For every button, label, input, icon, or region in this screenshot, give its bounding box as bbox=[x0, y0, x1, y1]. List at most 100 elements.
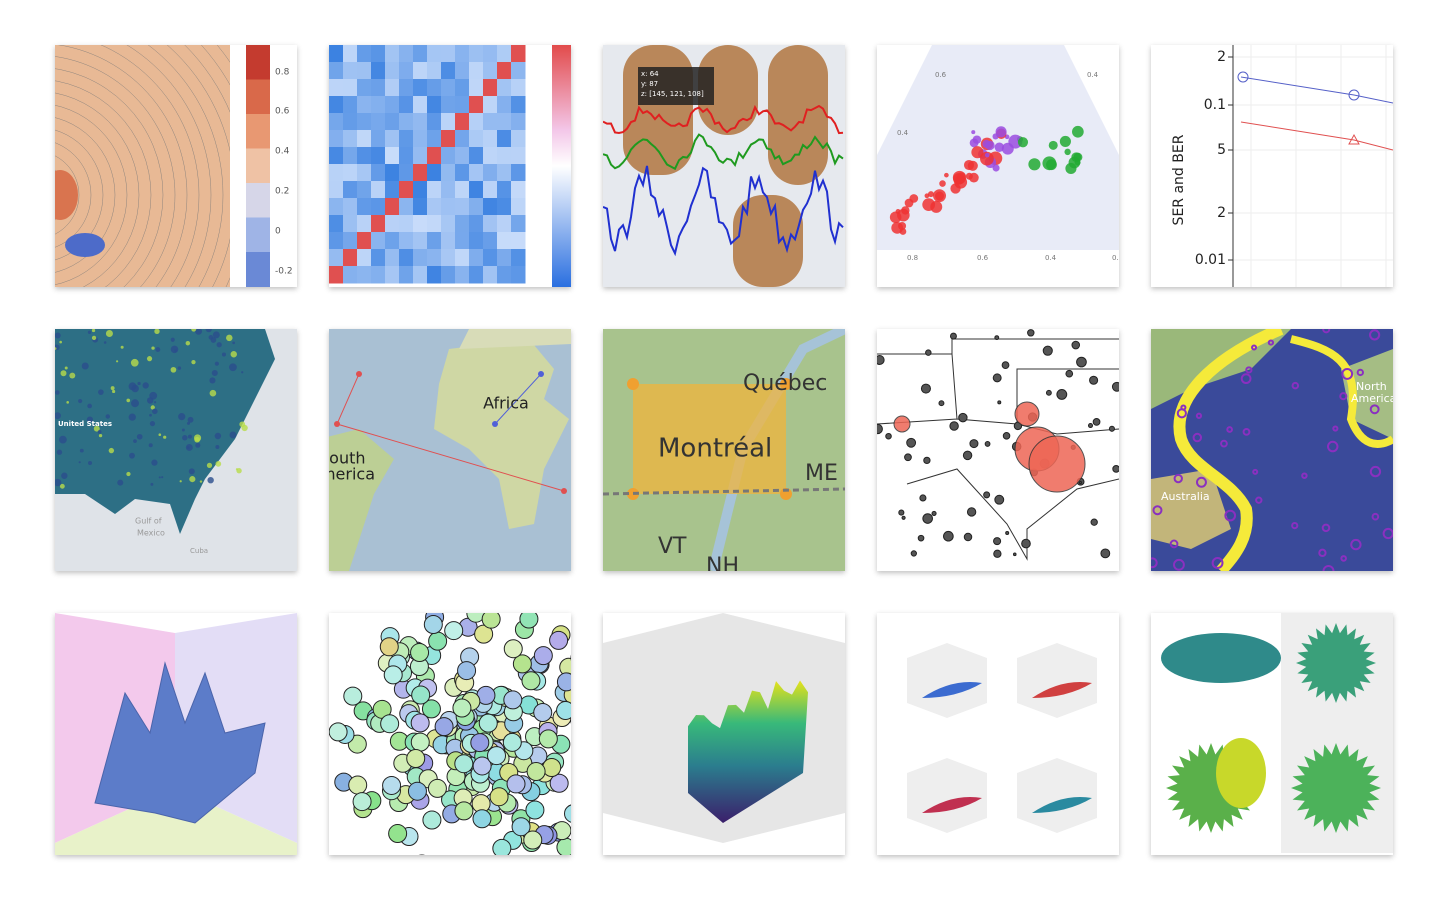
spherical-tile[interactable] bbox=[1151, 613, 1393, 855]
scatter3d-tile[interactable] bbox=[329, 613, 571, 855]
heatmap-cell bbox=[413, 266, 428, 284]
density-dot bbox=[170, 345, 179, 354]
heatmap-cell bbox=[329, 147, 344, 165]
ternary-tick-label: 0.6 bbox=[935, 71, 947, 79]
heatmap-cell bbox=[371, 113, 386, 131]
bubble-map-tile[interactable] bbox=[877, 329, 1119, 571]
heatmap-cell bbox=[357, 164, 372, 182]
heatmap-cell bbox=[483, 79, 498, 97]
y-tick-label: 5 bbox=[1217, 142, 1226, 158]
quake bbox=[1371, 512, 1380, 521]
bubble bbox=[1071, 340, 1081, 350]
heatmap-cell bbox=[427, 130, 442, 148]
density-dot bbox=[110, 386, 115, 391]
density-dot bbox=[55, 478, 62, 487]
density-dot bbox=[185, 340, 191, 346]
sphere-point bbox=[478, 713, 498, 733]
surface-tile[interactable] bbox=[55, 613, 297, 855]
colorbar-tick-label: 0 bbox=[275, 227, 281, 237]
us-map-tile[interactable]: United States Gulf of Mexico Cuba bbox=[55, 329, 297, 571]
y-tick-label: 0.01 bbox=[1195, 252, 1226, 268]
density-dot bbox=[148, 443, 153, 448]
density-dot bbox=[78, 398, 83, 404]
bubble bbox=[994, 494, 1005, 505]
heatmap-cell bbox=[427, 45, 442, 63]
quake bbox=[1291, 521, 1299, 530]
quake bbox=[1369, 465, 1382, 478]
bubble bbox=[994, 335, 1000, 341]
heatmap-cell bbox=[469, 232, 484, 250]
density-dot bbox=[136, 433, 143, 440]
sphere-point bbox=[525, 800, 545, 820]
heatmap-cell bbox=[427, 198, 442, 216]
subplots3d-tile[interactable] bbox=[877, 613, 1119, 855]
heatmap-cell bbox=[385, 249, 400, 267]
heatmap-cell bbox=[399, 147, 414, 165]
quake bbox=[1356, 368, 1364, 377]
heatmap-cell bbox=[497, 147, 512, 165]
heatmap-cell bbox=[371, 45, 386, 63]
density-dot bbox=[154, 329, 160, 334]
heatmap-cell bbox=[511, 130, 526, 148]
series-marker bbox=[1348, 133, 1360, 145]
quake bbox=[1332, 425, 1339, 432]
tooltip-box bbox=[638, 67, 714, 105]
heatmap-cell bbox=[413, 232, 428, 250]
density-dot bbox=[98, 433, 103, 438]
heatmap-cell bbox=[357, 266, 372, 284]
quake bbox=[1369, 404, 1380, 415]
ternary-point bbox=[1042, 156, 1057, 171]
ternary-point bbox=[1048, 140, 1058, 150]
subplot-box bbox=[1017, 758, 1097, 833]
heatmap-cell bbox=[469, 45, 484, 63]
pacific-map-tile[interactable]: North America Australia bbox=[1151, 329, 1393, 571]
heatmap-cell bbox=[371, 181, 386, 199]
ternary-point bbox=[897, 208, 910, 222]
heatmap-cell bbox=[399, 130, 414, 148]
sphere-point bbox=[410, 732, 430, 752]
viridis-surface-tile[interactable] bbox=[603, 613, 845, 855]
ternary-point bbox=[904, 198, 914, 208]
heatmap-cell bbox=[441, 45, 456, 63]
density-dot bbox=[191, 329, 197, 332]
surface bbox=[922, 682, 982, 698]
density-dot bbox=[179, 480, 182, 483]
ternary-point bbox=[971, 130, 976, 135]
heatmap-cell bbox=[385, 215, 400, 233]
density-dot bbox=[215, 445, 220, 450]
heatmap-cell bbox=[469, 130, 484, 148]
region-map-tile[interactable]: Québec Montréal ME VT NH bbox=[603, 329, 845, 571]
density-dot bbox=[120, 345, 124, 349]
heatmap-cell bbox=[371, 164, 386, 182]
heatmap-cell bbox=[357, 45, 372, 63]
ternary-tick-label: 0.4 bbox=[1045, 254, 1057, 262]
bubble bbox=[993, 549, 1002, 558]
series-line bbox=[1240, 76, 1393, 104]
ternary-point bbox=[994, 142, 1005, 152]
bubble bbox=[1108, 425, 1115, 432]
image-trace-tile[interactable]: x: 64 y: 87 z: [145, 121, 108] bbox=[603, 45, 845, 287]
density-dot bbox=[64, 366, 68, 370]
map-label: America bbox=[329, 465, 375, 484]
heatmap-tile[interactable] bbox=[329, 45, 571, 287]
bubble-map bbox=[877, 329, 1119, 571]
heatmap-cell bbox=[357, 96, 372, 114]
colorbar-segment bbox=[246, 79, 270, 115]
density-dot bbox=[133, 439, 137, 443]
world-map-tile[interactable]: Africa SouthAmerica bbox=[329, 329, 571, 571]
log-plot-tile[interactable]: 2 0.1 5 2 0.01 SER and BER bbox=[1151, 45, 1393, 287]
ternary-tile[interactable]: 0.6 0.4 0.4 0.8 0.6 0.4 0.2 bbox=[877, 45, 1119, 287]
density-dot bbox=[194, 436, 201, 443]
heatmap-cell bbox=[469, 113, 484, 131]
map-label: North bbox=[1356, 380, 1387, 393]
heatmap-cell bbox=[343, 266, 358, 284]
contour-tile[interactable]: 0.8 0.6 0.4 0.2 0 -0.2 bbox=[55, 45, 297, 287]
bubble bbox=[966, 507, 977, 517]
heatmap-cell bbox=[343, 62, 358, 80]
heatmap-cell bbox=[455, 181, 470, 199]
sphere-point bbox=[380, 714, 400, 734]
spherical-harmonic bbox=[1161, 633, 1281, 683]
ternary-point bbox=[980, 151, 994, 166]
density-dot bbox=[229, 363, 237, 372]
